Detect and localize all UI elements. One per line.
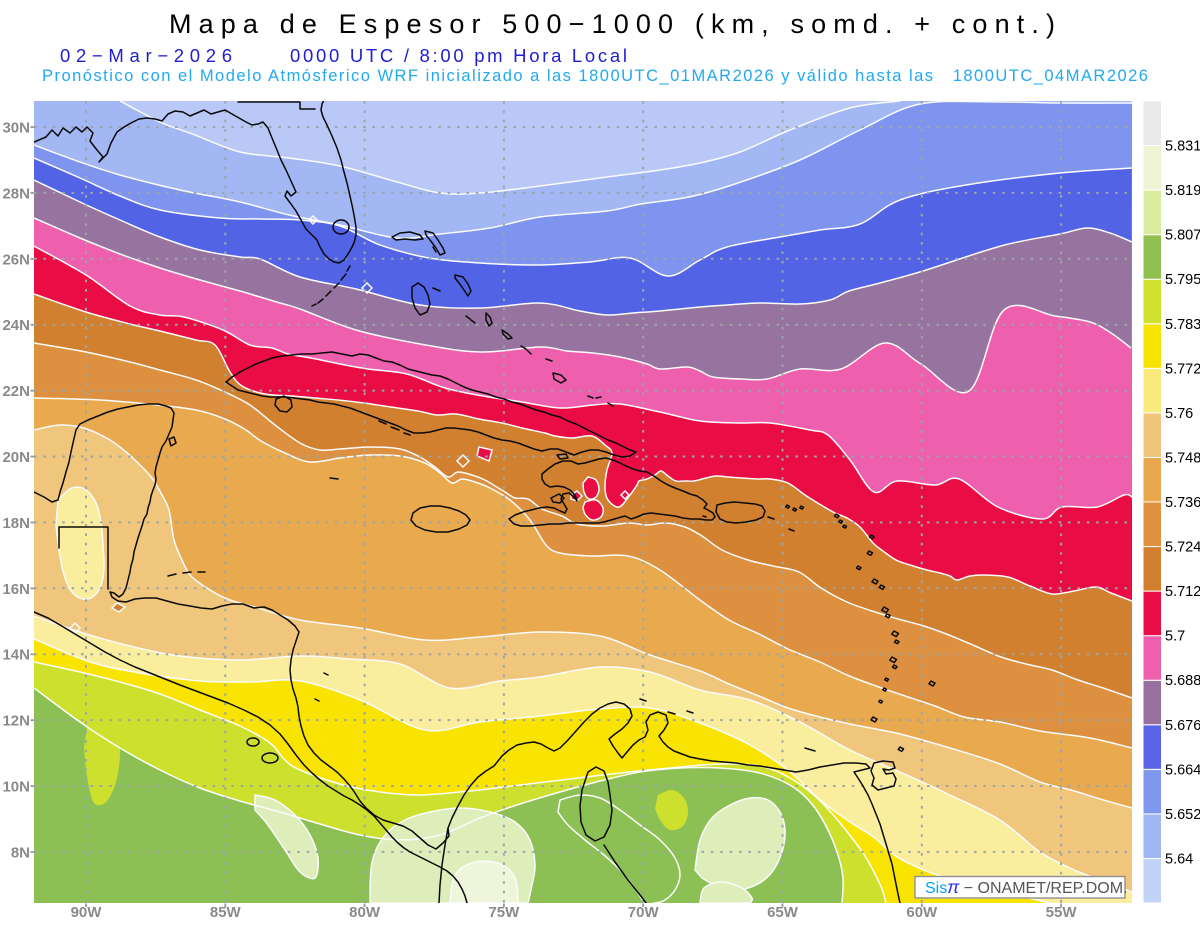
svg-text:28N: 28N (2, 185, 30, 202)
svg-text:22N: 22N (2, 383, 30, 400)
svg-text:60W: 60W (906, 904, 938, 921)
svg-text:5.783: 5.783 (1165, 317, 1200, 333)
svg-text:5.807: 5.807 (1165, 228, 1200, 244)
svg-text:5.688: 5.688 (1165, 673, 1200, 689)
svg-text:Pronóstico con el Modelo Atmós: Pronóstico con el Modelo Atmósferico WRF… (42, 67, 1148, 85)
svg-text:30N: 30N (2, 120, 30, 137)
svg-text:70W: 70W (628, 904, 660, 921)
svg-text:10N: 10N (2, 779, 30, 796)
svg-text:Sisπ − ONAMET/REP.DOM.: Sisπ − ONAMET/REP.DOM. (925, 877, 1127, 897)
svg-text:5.76: 5.76 (1165, 406, 1193, 422)
svg-text:65W: 65W (767, 904, 799, 921)
svg-text:02−Mar−2026: 02−Mar−2026 (60, 45, 232, 66)
svg-text:5.652: 5.652 (1165, 807, 1200, 823)
svg-text:85W: 85W (210, 904, 242, 921)
svg-text:16N: 16N (2, 581, 30, 598)
svg-text:5.736: 5.736 (1165, 495, 1200, 511)
svg-text:5.676: 5.676 (1165, 718, 1200, 734)
svg-text:18N: 18N (2, 515, 30, 532)
svg-text:75W: 75W (488, 904, 520, 921)
svg-text:5.712: 5.712 (1165, 584, 1200, 600)
svg-text:5.64: 5.64 (1165, 851, 1193, 867)
svg-text:5.831: 5.831 (1165, 139, 1200, 155)
svg-text:5.664: 5.664 (1165, 762, 1200, 778)
svg-text:5.819: 5.819 (1165, 183, 1200, 199)
svg-text:5.724: 5.724 (1165, 540, 1200, 556)
svg-text:26N: 26N (2, 251, 30, 268)
svg-text:5.795: 5.795 (1165, 272, 1200, 288)
svg-text:14N: 14N (2, 647, 30, 664)
svg-text:8N: 8N (11, 844, 30, 861)
svg-text:80W: 80W (349, 904, 381, 921)
svg-text:90W: 90W (71, 904, 103, 921)
svg-text:24N: 24N (2, 317, 30, 334)
svg-text:5.748: 5.748 (1165, 450, 1200, 466)
svg-text:5.772: 5.772 (1165, 361, 1200, 377)
svg-text:55W: 55W (1046, 904, 1078, 921)
svg-text:12N: 12N (2, 713, 30, 730)
svg-text:20N: 20N (2, 449, 30, 466)
svg-text:Mapa de Espesor 500−1000 (km,: Mapa de Espesor 500−1000 (km, somd. + co… (169, 9, 1057, 39)
svg-text:0000 UTC / 8:00 pm Hora Local: 0000 UTC / 8:00 pm Hora Local (290, 45, 627, 66)
svg-text:5.7: 5.7 (1165, 629, 1185, 645)
